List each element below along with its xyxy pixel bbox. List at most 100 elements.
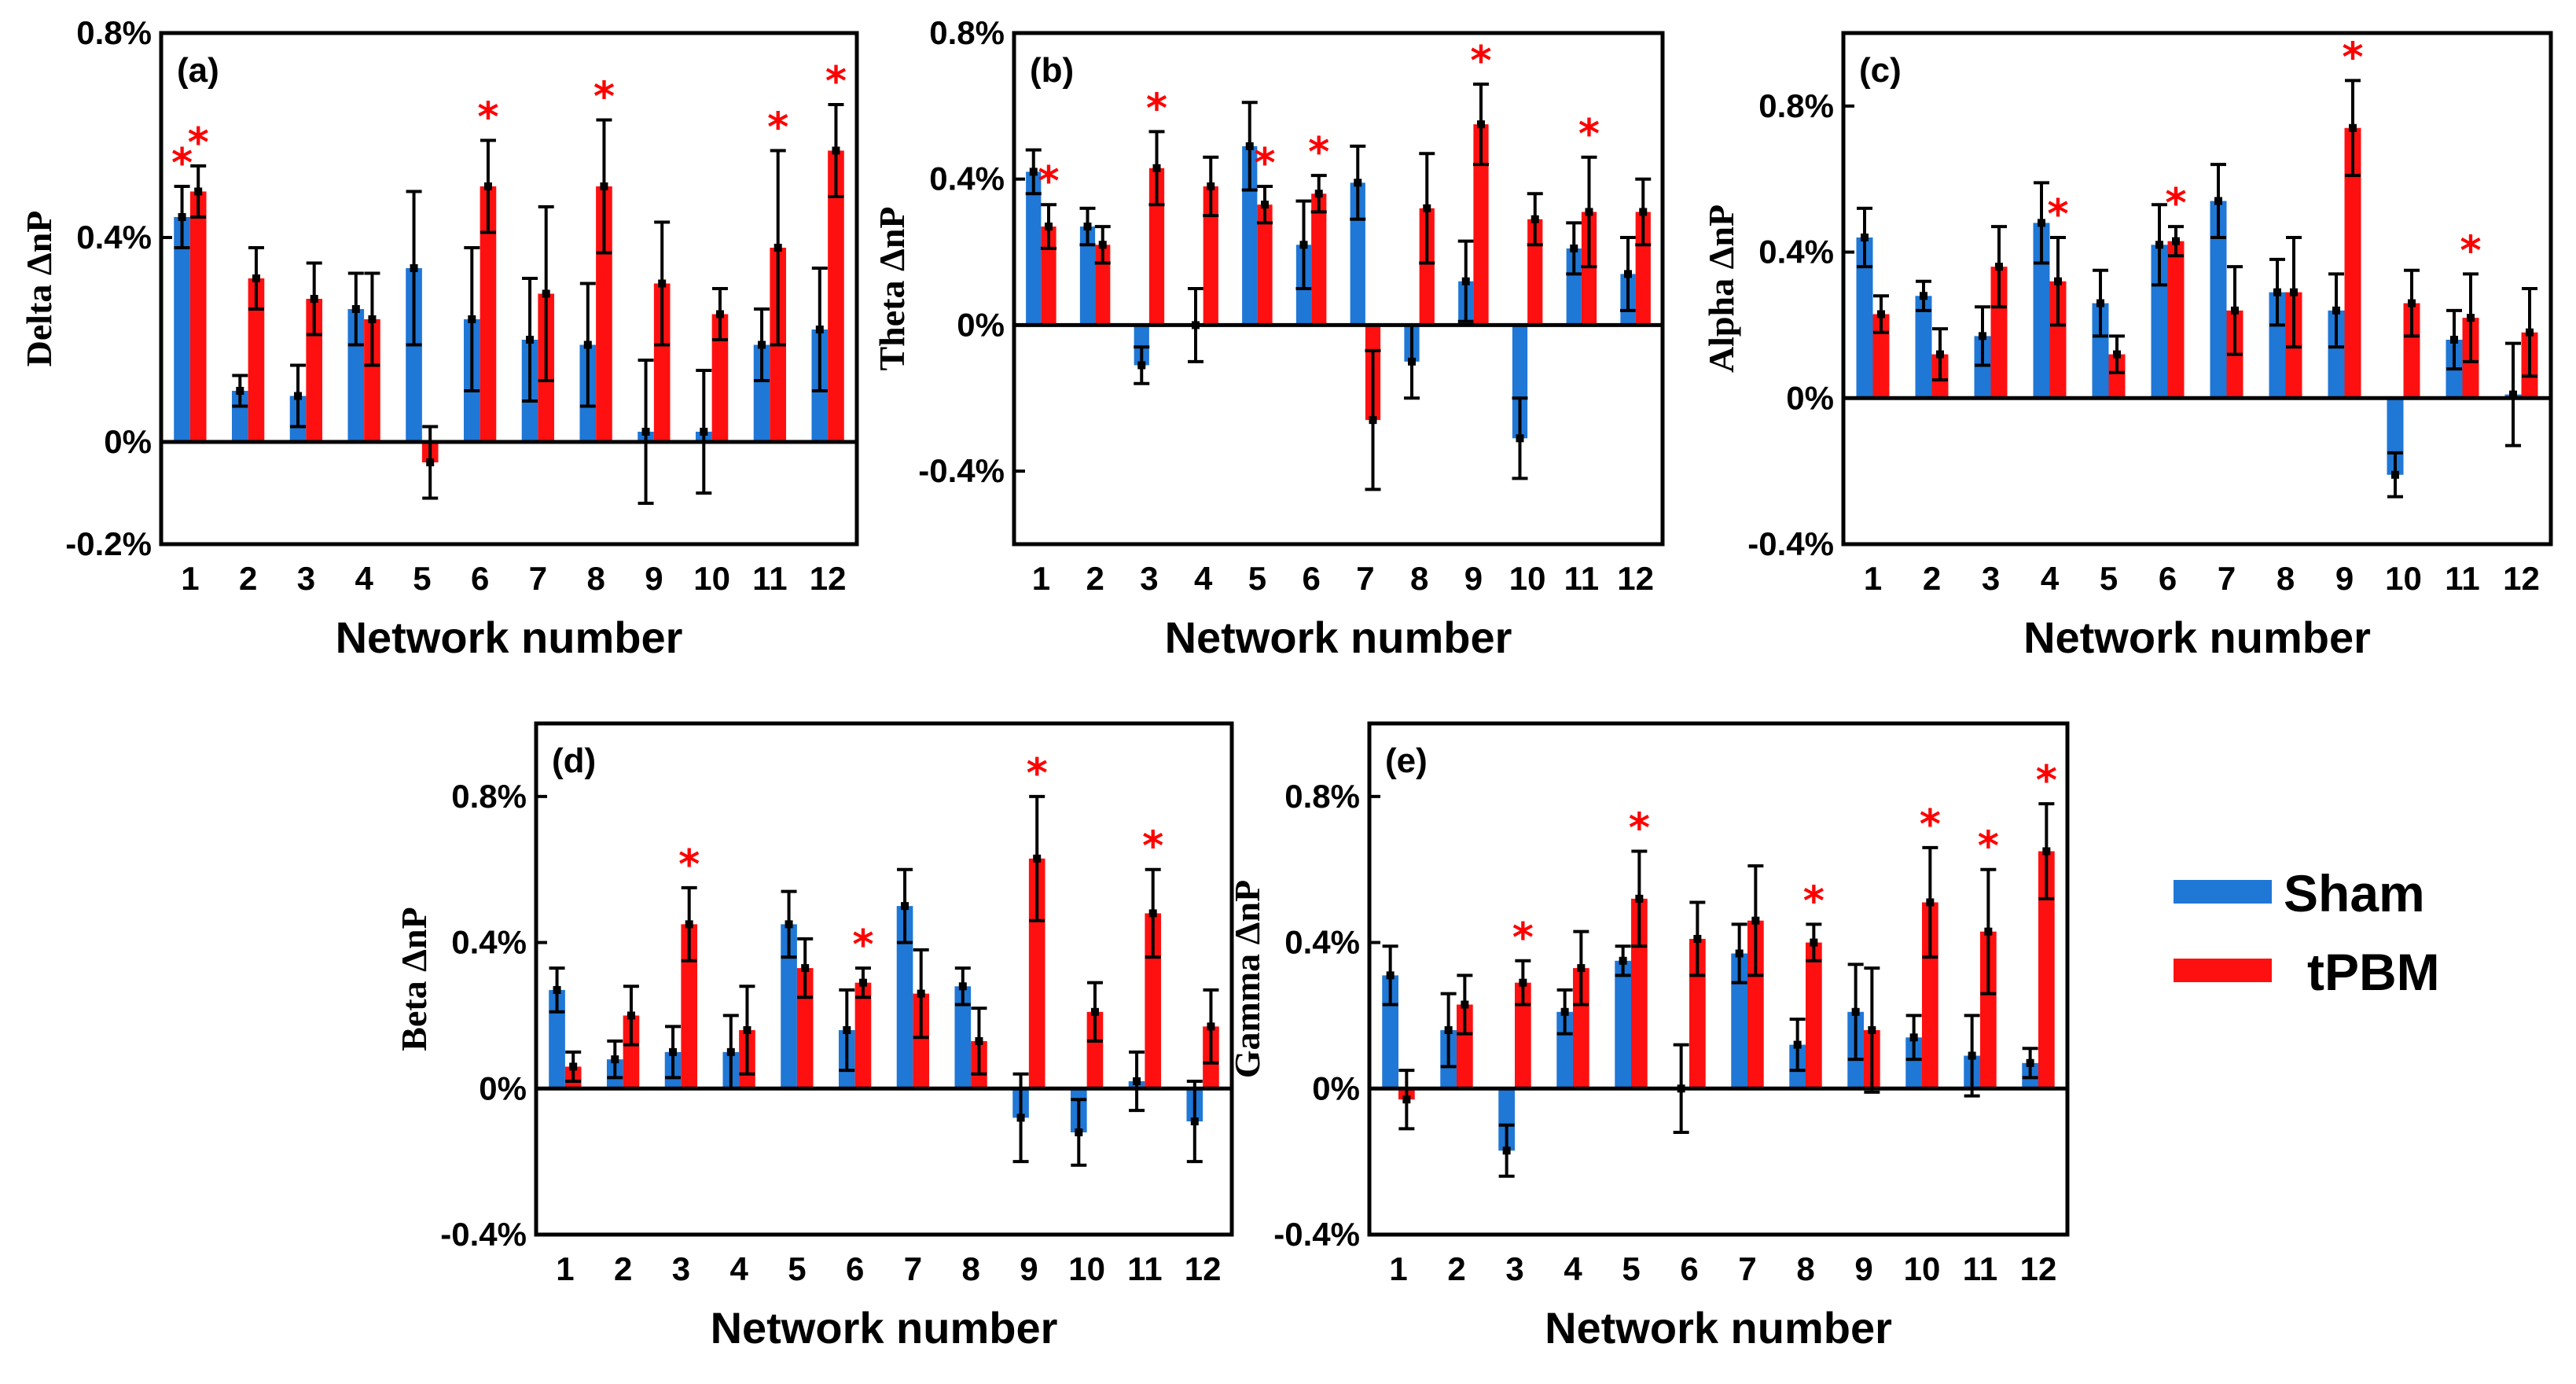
y-axis-label: Delta ΔnP (19, 211, 59, 367)
error-bar-sham-3 (1134, 345, 1150, 385)
y-tick-label: 0.8% (76, 14, 152, 51)
error-bar-sham-8 (954, 966, 971, 1007)
error-bar-sham-12 (1620, 236, 1636, 312)
error-bar-tpbm-7 (2227, 265, 2243, 356)
bar-tpbm-8 (1419, 208, 1435, 326)
error-bar-sham-6 (1295, 199, 1312, 290)
bar-sham-5 (1615, 960, 1631, 1089)
x-tick-label: 12 (810, 560, 847, 597)
error-bar-tpbm-12 (1635, 177, 1652, 247)
significance-star: * (1978, 823, 1999, 871)
error-bar-tpbm-10 (1086, 981, 1103, 1043)
legend-swatch-tpbm (2174, 959, 2272, 982)
error-bar-tpbm-11 (1145, 867, 1161, 959)
legend: Sham tPBM (2174, 864, 2440, 1001)
significance-star: * (2342, 34, 2363, 81)
error-bar-sham-6 (2152, 203, 2167, 287)
bar-tpbm-4 (1203, 186, 1218, 326)
error-bar-tpbm-2 (1457, 974, 1473, 1036)
x-tick-label: 3 (1505, 1250, 1523, 1287)
x-tick-label: 10 (1509, 560, 1546, 597)
legend-swatch-sham (2174, 880, 2272, 904)
y-axis-label: Alpha ΔnP (1701, 204, 1741, 373)
x-tick-label: 10 (1068, 1250, 1105, 1287)
error-bar-sham-9 (1847, 963, 1864, 1062)
error-bar-sham-9 (2328, 272, 2344, 349)
y-tick-label: -0.4% (1747, 525, 1834, 562)
y-tick-label: 0.4% (76, 219, 152, 256)
error-bar-sham-11 (754, 307, 770, 382)
error-bar-tpbm-1 (1398, 1069, 1415, 1131)
bar-tpbm-9 (2344, 127, 2361, 399)
significance-star: * (1470, 38, 1491, 85)
error-bar-tpbm-4 (364, 271, 380, 367)
bar-tpbm-4 (364, 319, 380, 442)
y-tick-label: 0.4% (451, 924, 527, 961)
error-bar-sham-2 (1916, 279, 1931, 312)
x-tick-label: 1 (1864, 560, 1882, 597)
error-bar-tpbm-5 (1631, 849, 1648, 948)
y-tick-label: 0% (479, 1069, 527, 1106)
error-bar-tpbm-12 (828, 103, 844, 198)
error-bar-sham-9 (638, 359, 654, 505)
bar-tpbm-3 (1990, 267, 2008, 399)
bar-sham-11 (753, 344, 770, 442)
error-bar-tpbm-10 (1527, 192, 1543, 247)
y-tick-label: -0.4% (440, 1216, 527, 1253)
bar-sham-7 (896, 906, 913, 1089)
error-bar-sham-12 (2022, 1047, 2038, 1080)
error-bar-tpbm-2 (1932, 327, 1948, 382)
error-bar-tpbm-6 (480, 138, 496, 234)
y-tick-label: 0% (1786, 379, 1834, 416)
significance-star: * (1146, 85, 1167, 132)
y-tick-label: 0.8% (1758, 87, 1834, 124)
x-tick-label: 2 (1086, 560, 1104, 597)
error-bar-sham-1 (174, 185, 190, 249)
panel-label: (c) (1859, 51, 1902, 90)
legend-label-sham: Sham (2284, 864, 2425, 922)
bar-sham-3 (1974, 336, 1991, 399)
error-bar-tpbm-8 (1419, 152, 1435, 265)
y-axis-label: Theta ΔnP (872, 206, 912, 370)
significance-star: * (1512, 915, 1534, 962)
x-tick-label: 9 (2335, 560, 2354, 597)
error-bar-tpbm-11 (1581, 155, 1597, 269)
error-bar-sham-5 (2093, 268, 2108, 338)
x-tick-label: 6 (2159, 560, 2177, 597)
x-tick-label: 5 (1248, 560, 1266, 597)
bar-tpbm-7 (913, 993, 930, 1089)
error-bar-sham-2 (1440, 992, 1457, 1069)
x-tick-label: 3 (1982, 560, 2000, 597)
bar-tpbm-6 (480, 186, 497, 442)
significance-star: * (2460, 227, 2481, 274)
x-tick-label: 4 (2041, 560, 2060, 597)
significance-star: * (2165, 180, 2186, 227)
significance-star: * (1920, 801, 1941, 848)
bar-tpbm-6 (854, 982, 872, 1089)
bar-sham-4 (347, 309, 365, 442)
bar-tpbm-4 (1573, 968, 1589, 1089)
x-tick-label: 11 (1564, 560, 1599, 597)
x-tick-label: 7 (1738, 1250, 1756, 1287)
error-bar-sham-11 (1129, 1050, 1145, 1113)
error-bar-sham-10 (1071, 1098, 1087, 1167)
plot-frame (1841, 31, 2553, 547)
x-tick-label: 8 (1796, 1250, 1814, 1287)
bar-sham-1 (1856, 237, 1873, 399)
error-bar-sham-4 (347, 271, 364, 347)
error-bar-tpbm-2 (623, 985, 639, 1047)
x-tick-label: 1 (1032, 560, 1050, 597)
error-bar-sham-11 (1566, 221, 1582, 276)
x-tick-label: 5 (1622, 1250, 1640, 1287)
error-bar-tpbm-5 (422, 425, 439, 500)
significance-star: * (1308, 129, 1329, 176)
error-bar-sham-3 (1975, 305, 1990, 367)
bar-tpbm-10 (1086, 1011, 1104, 1089)
x-tick-label: 7 (904, 1250, 922, 1287)
error-bar-tpbm-12 (2038, 802, 2055, 900)
bar-tpbm-12 (828, 150, 844, 442)
bar-tpbm-9 (1028, 858, 1045, 1089)
error-bar-sham-3 (665, 1025, 682, 1080)
